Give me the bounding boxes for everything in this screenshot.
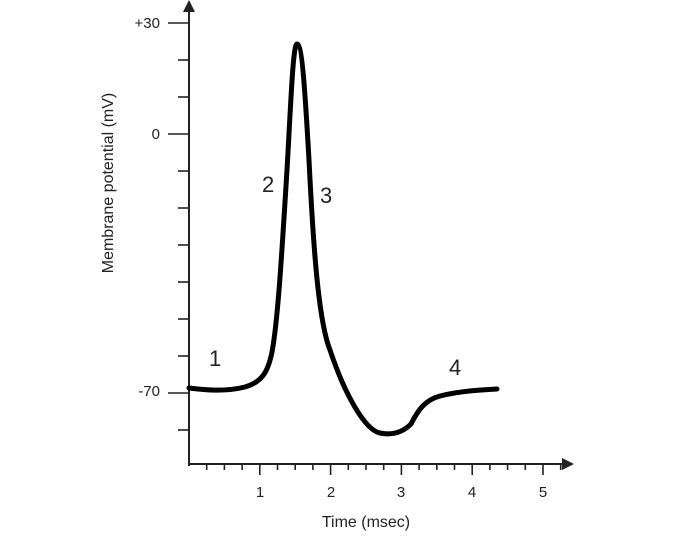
x-axis: 1 2 3 4 5 Time (msec) [189, 458, 574, 531]
phase-label-1: 1 [209, 346, 221, 371]
y-axis: +30 0 -70 Membrane potential (mV) [100, 0, 195, 466]
x-tick-label: 2 [327, 484, 335, 501]
x-tick-label: 5 [539, 484, 547, 501]
action-potential-line [186, 41, 500, 437]
phase-label-3: 3 [320, 183, 332, 208]
x-axis-ticks [205, 464, 562, 475]
x-tick-label: 1 [256, 484, 264, 501]
y-axis-ticks [168, 22, 189, 431]
phase-label-4: 4 [449, 355, 461, 380]
x-tick-label: 4 [468, 484, 476, 501]
y-axis-title: Membrane potential (mV) [100, 93, 117, 274]
y-axis-arrow-icon [183, 0, 195, 12]
y-tick-label: -70 [138, 383, 160, 400]
y-tick-label: +30 [135, 15, 160, 32]
phase-label-2: 2 [262, 172, 274, 197]
x-axis-arrow-icon [562, 458, 574, 470]
x-tick-label: 3 [397, 484, 405, 501]
x-axis-title: Time (msec) [322, 514, 410, 531]
y-tick-label: 0 [152, 126, 160, 143]
